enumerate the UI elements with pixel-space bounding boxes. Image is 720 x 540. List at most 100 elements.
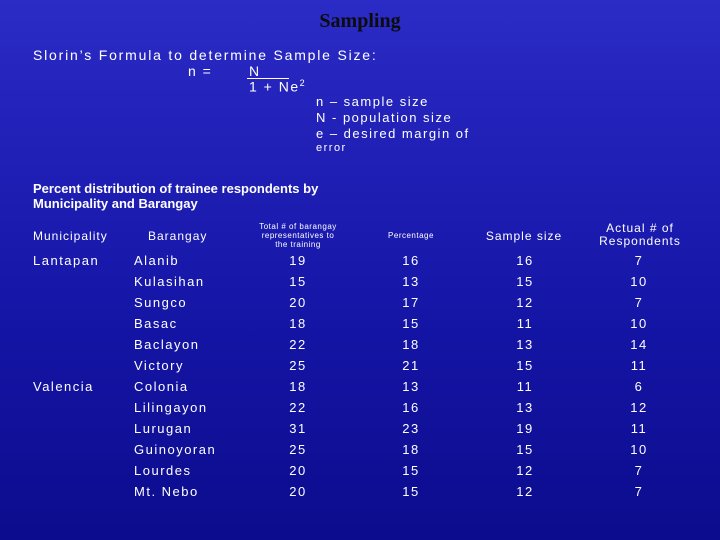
cell-actual: 10: [630, 442, 648, 457]
cell-percentage: 16: [402, 253, 420, 268]
header-actual-line2: Respondents: [599, 234, 681, 248]
cell-actual: 14: [630, 337, 648, 352]
cell-percentage: 18: [402, 337, 420, 352]
cell-barangay: Alanib: [134, 253, 180, 268]
header-total: Total # of barangay representatives to t…: [238, 222, 358, 249]
formula-lhs: n =: [188, 63, 213, 79]
cell-barangay: Basac: [134, 316, 178, 331]
table-title-line1: Percent distribution of trainee responde…: [33, 181, 319, 196]
cell-percentage: 17: [402, 295, 420, 310]
cell-sample-size: 11: [516, 316, 534, 331]
cell-barangay: Colonia: [134, 379, 189, 394]
cell-sample-size: 12: [516, 295, 534, 310]
cell-barangay: Baclayon: [134, 337, 200, 352]
cell-barangay: Mt. Nebo: [134, 484, 199, 499]
cell-sample-size: 15: [516, 358, 534, 373]
cell-total: 31: [289, 421, 307, 436]
formula-denominator: 1 + Ne2: [249, 78, 306, 95]
cell-percentage: 18: [402, 442, 420, 457]
cell-actual: 7: [634, 253, 644, 268]
cell-total: 22: [289, 400, 307, 415]
table-row: Baclayon 22 18 13 14: [0, 337, 720, 358]
cell-percentage: 15: [402, 484, 420, 499]
cell-total: 15: [289, 274, 307, 289]
header-barangay: Barangay: [148, 229, 208, 243]
header-actual-line1: Actual # of: [606, 221, 674, 235]
cell-actual: 7: [634, 295, 644, 310]
cell-actual: 11: [630, 358, 648, 373]
cell-total: 20: [289, 484, 307, 499]
formula-exponent: 2: [299, 78, 307, 88]
cell-sample-size: 11: [516, 379, 534, 394]
cell-barangay: Guinoyoran: [134, 442, 217, 457]
cell-total: 18: [289, 379, 307, 394]
cell-percentage: 13: [402, 379, 420, 394]
formula-numerator: N: [249, 63, 261, 79]
cell-barangay: Sungco: [134, 295, 188, 310]
cell-sample-size: 13: [516, 400, 534, 415]
cell-barangay: Kulasihan: [134, 274, 205, 289]
cell-actual: 6: [634, 379, 644, 394]
cell-sample-size: 16: [516, 253, 534, 268]
header-actual: Actual # of Respondents: [588, 222, 692, 248]
legend-n: n – sample size: [316, 94, 429, 109]
cell-total: 18: [289, 316, 307, 331]
cell-total: 25: [289, 358, 307, 373]
legend-e: e – desired margin of: [316, 126, 470, 141]
cell-total: 25: [289, 442, 307, 457]
cell-actual: 7: [634, 463, 644, 478]
legend-N: N - population size: [316, 110, 453, 125]
table-row: Mt. Nebo 20 15 12 7: [0, 484, 720, 505]
table-row: Kulasihan 15 13 15 10: [0, 274, 720, 295]
cell-percentage: 21: [402, 358, 420, 373]
formula-heading: Slorin’s Formula to determine Sample Siz…: [33, 47, 378, 63]
table-row: Valencia Colonia 18 13 11 6: [0, 379, 720, 400]
legend-e-cont: error: [316, 142, 347, 154]
table-row: Lurugan 31 23 19 11: [0, 421, 720, 442]
cell-percentage: 13: [402, 274, 420, 289]
cell-barangay: Lilingayon: [134, 400, 208, 415]
cell-total: 20: [289, 295, 307, 310]
fraction-bar: [247, 78, 289, 79]
table-row: Lourdes 20 15 12 7: [0, 463, 720, 484]
table-row: Lilingayon 22 16 13 12: [0, 400, 720, 421]
cell-sample-size: 19: [516, 421, 534, 436]
cell-actual: 10: [630, 316, 648, 331]
table-row: Lantapan Alanib 19 16 16 7: [0, 253, 720, 274]
table-title-line2: Municipality and Barangay: [33, 196, 198, 211]
cell-actual: 12: [630, 400, 648, 415]
cell-total: 22: [289, 337, 307, 352]
cell-percentage: 15: [402, 463, 420, 478]
cell-sample-size: 15: [516, 442, 534, 457]
cell-percentage: 16: [402, 400, 420, 415]
table-row: Victory 25 21 15 11: [0, 358, 720, 379]
cell-sample-size: 13: [516, 337, 534, 352]
cell-percentage: 15: [402, 316, 420, 331]
cell-municipality: Valencia: [33, 379, 94, 394]
cell-actual: 7: [634, 484, 644, 499]
cell-sample-size: 12: [516, 463, 534, 478]
cell-percentage: 23: [402, 421, 420, 436]
cell-actual: 11: [630, 421, 648, 436]
cell-barangay: Victory: [134, 358, 184, 373]
slide-title: Sampling: [319, 10, 401, 32]
cell-total: 20: [289, 463, 307, 478]
table-row: Sungco 20 17 12 7: [0, 295, 720, 316]
cell-sample-size: 15: [516, 274, 534, 289]
header-sample-size: Sample size: [485, 229, 563, 243]
cell-total: 19: [289, 253, 307, 268]
header-municipality: Municipality: [33, 229, 108, 243]
header-total-line1: Total # of barangay: [259, 222, 337, 231]
cell-municipality: Lantapan: [33, 253, 100, 268]
table-row: Basac 18 15 11 10: [0, 316, 720, 337]
table-title: Percent distribution of trainee responde…: [33, 181, 318, 211]
header-total-line3: the training: [275, 240, 321, 249]
formula-denominator-base: 1 + Ne: [249, 78, 300, 95]
cell-actual: 10: [630, 274, 648, 289]
cell-barangay: Lurugan: [134, 421, 193, 436]
cell-barangay: Lourdes: [134, 463, 192, 478]
table-row: Guinoyoran 25 18 15 10: [0, 442, 720, 463]
header-total-line2: representatives to: [261, 231, 335, 240]
cell-sample-size: 12: [516, 484, 534, 499]
